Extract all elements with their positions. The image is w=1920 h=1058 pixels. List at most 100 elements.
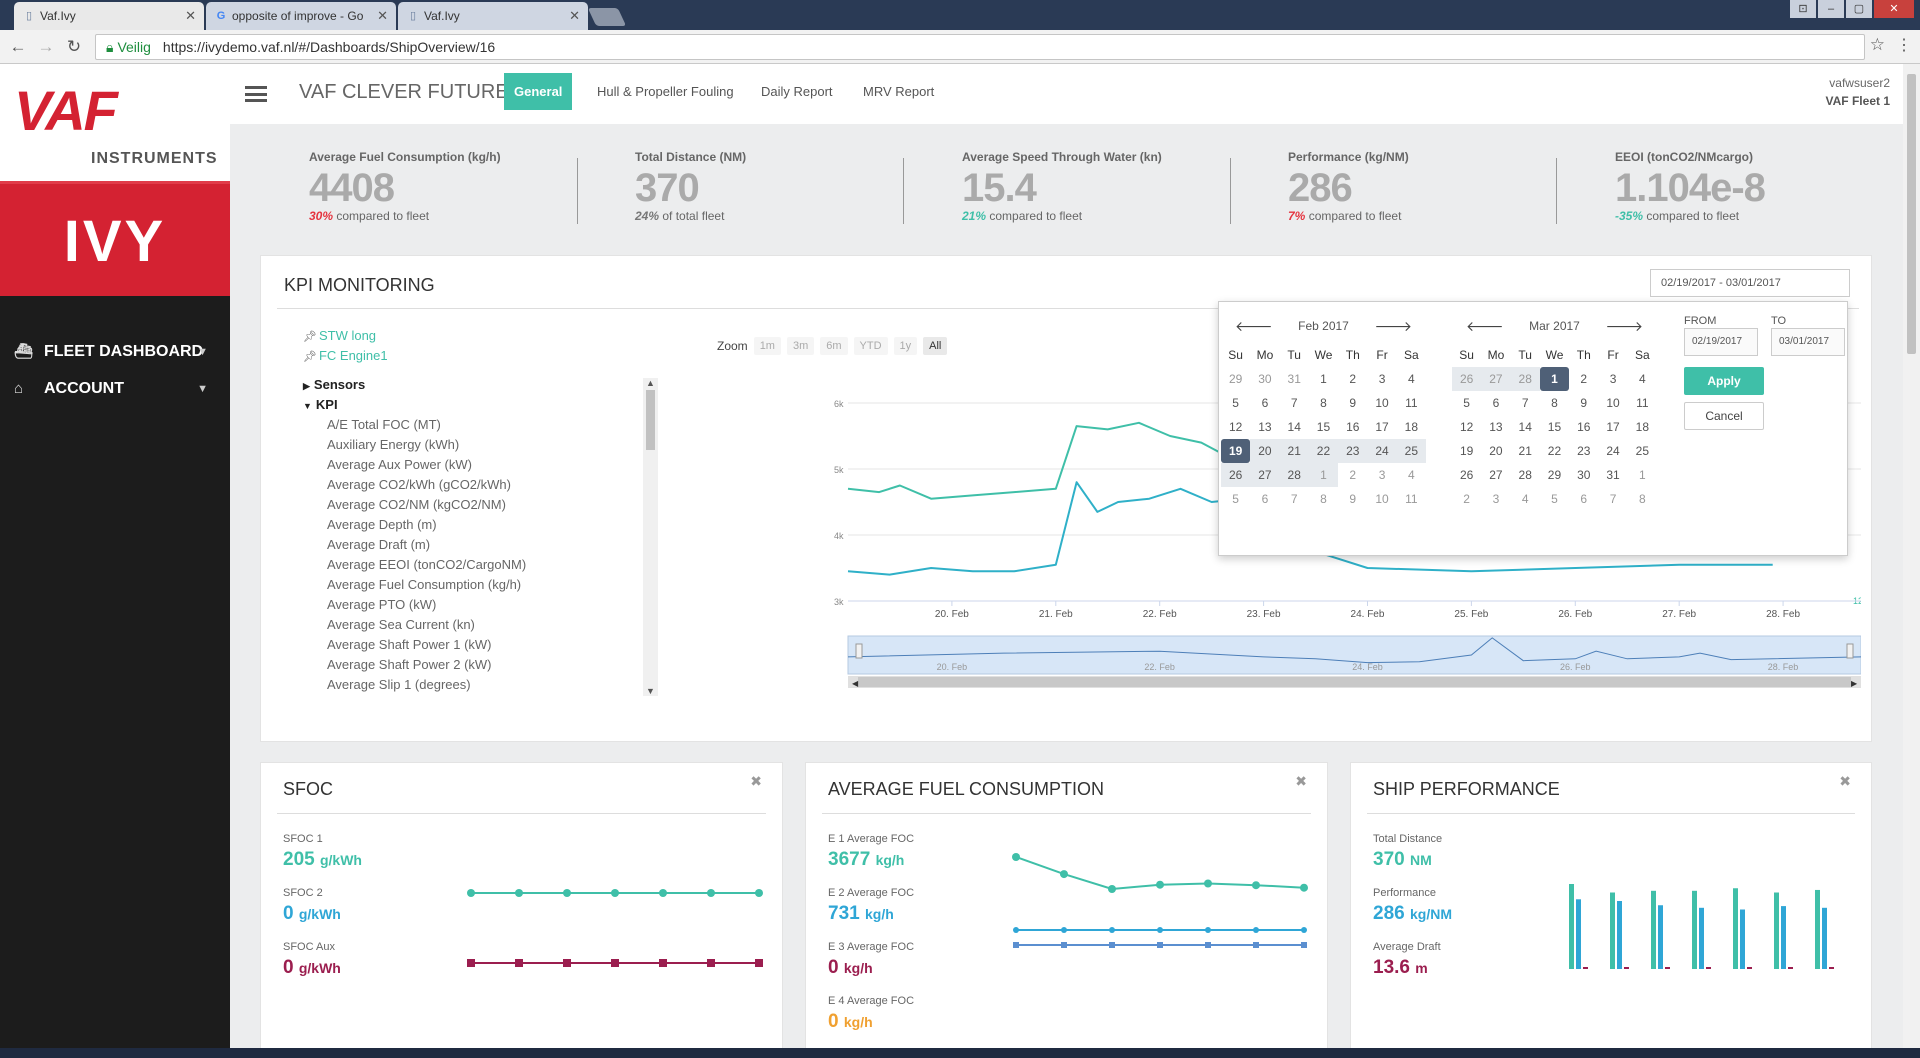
calendar-day[interactable]: 24 [1367, 439, 1397, 463]
calendar-day[interactable]: 12 [1459, 420, 1474, 434]
calendar-day[interactable]: 7 [1290, 492, 1298, 506]
scroll-down-icon[interactable]: ▼ [646, 686, 655, 696]
sfoc-point[interactable] [659, 959, 667, 967]
kpi-item[interactable]: Average PTO (kW) [327, 597, 437, 612]
calendar-day[interactable]: 2 [1349, 468, 1357, 482]
kpi-item[interactable]: Average CO2/NM (kgCO2/NM) [327, 497, 506, 512]
date-range-input[interactable]: 02/19/2017 - 03/01/2017 [1650, 269, 1850, 297]
calendar-day[interactable]: 8 [1320, 492, 1327, 506]
calendar-day[interactable]: 26 [1452, 367, 1482, 391]
sfoc-point[interactable] [755, 889, 763, 897]
zoom-1y-button[interactable]: 1y [893, 337, 918, 355]
calendar-day[interactable]: 11 [1636, 396, 1649, 410]
performance-bar[interactable] [1624, 967, 1629, 969]
calendar-day[interactable]: 8 [1639, 492, 1646, 506]
afc-point[interactable] [1060, 870, 1068, 879]
back-icon[interactable]: ← [9, 37, 27, 56]
calendar-day[interactable]: 23 [1338, 439, 1368, 463]
performance-bar[interactable] [1706, 967, 1711, 969]
sfoc-point[interactable] [467, 959, 475, 967]
calendar-day[interactable]: 17 [1606, 420, 1620, 434]
calendar-day[interactable]: 19 [1221, 439, 1251, 463]
calendar-day[interactable]: 6 [1580, 492, 1588, 506]
sfoc-point[interactable] [515, 889, 523, 897]
to-date-input[interactable]: 03/01/2017 [1771, 328, 1845, 356]
sfoc-point[interactable] [707, 959, 715, 967]
sfoc-point[interactable] [707, 889, 715, 897]
performance-bar[interactable] [1788, 967, 1793, 969]
afc-point[interactable] [1205, 942, 1211, 948]
afc-point[interactable] [1061, 927, 1067, 933]
performance-bar[interactable] [1747, 967, 1752, 969]
maximize-icon[interactable]: ▢ [1846, 0, 1872, 18]
afc-point[interactable] [1301, 927, 1307, 933]
performance-bar[interactable] [1658, 905, 1663, 969]
calendar-day[interactable]: 13 [1258, 420, 1272, 434]
calendar-day[interactable]: 28 [1279, 463, 1309, 487]
calendar-day[interactable]: 19 [1459, 444, 1474, 458]
apply-button[interactable]: Apply [1684, 367, 1764, 395]
calendar-day[interactable]: 5 [1551, 492, 1558, 506]
calendar-day[interactable]: 31 [1606, 468, 1620, 482]
calendar-day[interactable]: 6 [1261, 492, 1269, 506]
calendar-day[interactable]: 9 [1349, 396, 1357, 410]
calendar-day[interactable]: 2 [1463, 492, 1470, 506]
page-scrollbar[interactable] [1903, 64, 1920, 1058]
afc-point[interactable] [1253, 927, 1259, 933]
afc-point[interactable] [1013, 942, 1019, 948]
afc-point[interactable] [1252, 881, 1260, 890]
calendar-day[interactable]: 1 [1539, 367, 1570, 391]
calendar-day[interactable]: 14 [1287, 420, 1301, 434]
next-month-icon[interactable]: 🡒 [1605, 318, 1643, 334]
calendar-day[interactable]: 15 [1547, 420, 1562, 434]
performance-bar[interactable] [1699, 907, 1704, 969]
tree-folder-sensors[interactable]: ▶ Sensors [303, 375, 603, 395]
calendar-day[interactable]: 1 [1639, 468, 1646, 482]
pinned-item-fc-engine1[interactable]: 📌︎ FC Engine1 [303, 348, 388, 363]
kpi-item[interactable]: Average Sea Current (kn) [327, 617, 475, 632]
performance-bar[interactable] [1829, 967, 1834, 969]
calendar-day[interactable]: 10 [1375, 396, 1389, 410]
afc-point[interactable] [1301, 942, 1307, 948]
kpi-item[interactable]: Average Slip 1 (degrees) [327, 677, 471, 692]
calendar-day[interactable]: 25 [1635, 444, 1650, 458]
calendar-day[interactable]: 7 [1521, 396, 1529, 410]
performance-bar[interactable] [1569, 884, 1574, 969]
navigator-scrollbar-thumb[interactable] [858, 677, 1851, 687]
prev-month-icon[interactable]: 🡐 [1466, 318, 1504, 334]
kpi-item[interactable]: Average Draft (m) [327, 537, 431, 552]
afc-point[interactable] [1012, 853, 1020, 861]
browser-tab-vaf-ivy-2[interactable]: ▯ Vaf.Ivy ✕ [398, 2, 588, 30]
hamburger-menu-icon[interactable] [245, 86, 267, 102]
performance-bar[interactable] [1617, 901, 1622, 969]
sfoc-point[interactable] [515, 959, 523, 967]
calendar-day[interactable]: 6 [1492, 396, 1500, 410]
tree-scrollbar[interactable]: ▲ ▼ [643, 378, 658, 696]
calendar-day[interactable]: 9 [1349, 492, 1357, 506]
kpi-item[interactable]: Auxiliary Energy (kWh) [327, 437, 460, 452]
close-icon[interactable]: ✖ [1839, 773, 1851, 789]
tree-folder-kpi[interactable]: ▼ KPI [303, 395, 603, 415]
calendar-day[interactable]: 28 [1510, 367, 1540, 391]
kpi-item[interactable]: Average Shaft Power 1 (kW) [327, 637, 492, 652]
calendar-day[interactable]: 14 [1518, 420, 1532, 434]
kpi-item[interactable]: Average Shaft Power 2 (kW) [327, 657, 492, 672]
calendar-day[interactable]: 8 [1320, 396, 1327, 410]
performance-bar[interactable] [1774, 892, 1779, 970]
calendar-day[interactable]: 7 [1609, 492, 1617, 506]
calendar-day[interactable]: 3 [1378, 468, 1386, 482]
afc-point[interactable] [1156, 880, 1164, 889]
afc-point[interactable] [1205, 927, 1211, 933]
scroll-left-icon[interactable]: ◀ [852, 679, 859, 688]
calendar-day[interactable]: 1 [1308, 463, 1339, 487]
calendar-day[interactable]: 2 [1580, 372, 1588, 386]
zoom-6m-button[interactable]: 6m [820, 337, 848, 355]
afc-point[interactable] [1108, 885, 1116, 893]
calendar-day[interactable]: 20 [1250, 439, 1280, 463]
calendar-day[interactable]: 16 [1577, 420, 1591, 434]
calendar-day[interactable]: 9 [1580, 396, 1588, 410]
calendar-day[interactable]: 26 [1221, 463, 1251, 487]
calendar-day[interactable]: 27 [1489, 468, 1503, 482]
calendar-day[interactable]: 28 [1518, 468, 1532, 482]
kpi-item[interactable]: Average CO2/kWh (gCO2/kWh) [327, 477, 511, 492]
